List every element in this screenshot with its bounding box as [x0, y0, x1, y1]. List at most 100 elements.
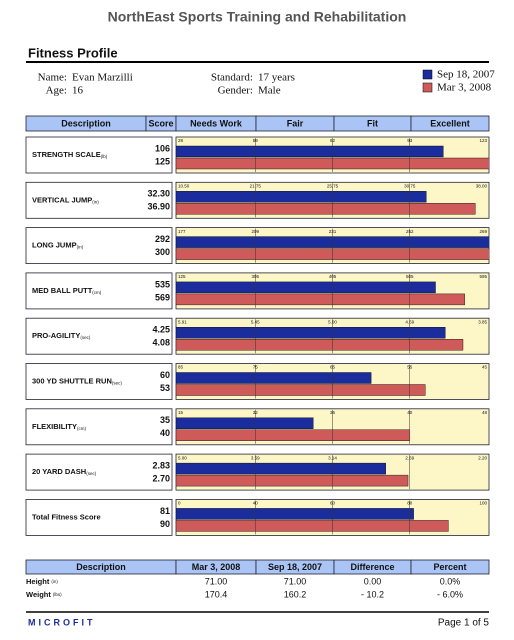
- test-score: 4.25: [152, 325, 170, 335]
- test-label-box: [25, 227, 173, 265]
- test-name: LONG JUMP(in): [32, 241, 84, 250]
- header-text: Fit: [367, 118, 378, 128]
- test-score: 40: [160, 428, 170, 438]
- test-name: PRO-AGILITY(sec): [32, 331, 91, 340]
- test-label-box: [25, 363, 173, 400]
- tick-label: 5.00: [178, 455, 187, 460]
- score-bar: [176, 520, 449, 532]
- tick-label: 36: [330, 410, 336, 415]
- test-score: 106: [155, 143, 170, 153]
- header-text: Score: [148, 118, 173, 128]
- tick-label: 40: [407, 410, 413, 415]
- score-bar: [176, 429, 410, 441]
- test-name-text: 300 YD SHUTTLE RUN: [32, 376, 112, 385]
- score-bar: [176, 248, 489, 260]
- tick-label: 123: [479, 138, 487, 143]
- test-label-box: [25, 136, 173, 174]
- client-standard: 17 years: [258, 72, 295, 84]
- test-score: 535: [155, 279, 170, 289]
- tick-label: 2.20: [478, 455, 487, 460]
- client-age: 16: [72, 85, 84, 97]
- tick-label: 75: [253, 365, 259, 370]
- tick-label: 45: [482, 365, 488, 370]
- test-score: 125: [155, 156, 170, 166]
- test-name-text: LONG JUMP: [32, 241, 77, 250]
- tick-label: 2.69: [405, 455, 414, 460]
- test-unit: (sec): [86, 471, 97, 476]
- test-bars: [176, 281, 465, 306]
- test-unit: (sec): [80, 335, 91, 340]
- test-label-box: [25, 317, 173, 355]
- score-bar: [176, 191, 427, 203]
- tick-label: 5.45: [251, 319, 260, 324]
- header-text: Description: [61, 118, 111, 128]
- tick-label: 25.75: [327, 183, 339, 188]
- tick-label: 269: [479, 229, 487, 234]
- test-name-text: PRO-AGILITY: [32, 331, 80, 340]
- tick-label: 5.91: [178, 319, 187, 324]
- summary-header-text: Percent: [433, 562, 466, 572]
- test-name: VERTICAL JUMP(in): [32, 195, 99, 204]
- tick-label: 21.75: [250, 183, 262, 188]
- score-bar: [176, 236, 489, 248]
- test-score: 2.83: [152, 460, 170, 470]
- score-bar: [176, 145, 444, 158]
- test-score: 53: [160, 383, 170, 393]
- summary-header-text: Mar 3, 2008: [192, 562, 241, 572]
- test-name-text: 20 YARD DASH: [32, 467, 86, 476]
- test-name: Total Fitness Score: [32, 512, 101, 521]
- test-score: 90: [160, 519, 170, 529]
- summary-cell: 71.00: [284, 576, 307, 586]
- tick-label: 38.00: [476, 183, 488, 188]
- company-title: NorthEast Sports Training and Rehabilita…: [108, 9, 407, 25]
- test-score: 35: [160, 415, 170, 425]
- test-bars: [176, 508, 449, 532]
- tick-label: 80: [407, 501, 413, 506]
- test-score: 32.30: [147, 189, 170, 199]
- tick-label: 125: [178, 274, 186, 279]
- tick-label: 231: [329, 229, 337, 234]
- tick-label: 65: [330, 365, 336, 370]
- summary-cell: - 6.0%: [437, 589, 463, 599]
- test-score: 569: [155, 292, 170, 302]
- tick-label: 28: [178, 138, 184, 143]
- age-label: Age:: [46, 85, 67, 97]
- tick-label: 32: [253, 410, 259, 415]
- score-bar: [176, 293, 465, 306]
- summary-cell: - 10.2: [361, 589, 384, 599]
- tick-label: 10.50: [178, 183, 190, 188]
- tick-label: 4.59: [405, 319, 414, 324]
- header-text: Needs Work: [190, 118, 243, 128]
- tick-label: 3.14: [328, 455, 337, 460]
- test-score: 300: [155, 247, 170, 257]
- test-unit: (lb): [101, 154, 108, 159]
- test-name: MED BALL PUTT(cm): [32, 286, 102, 295]
- test-unit: (sec): [112, 381, 123, 386]
- legend-swatch: [422, 69, 433, 80]
- report-title: Fitness Profile: [28, 45, 118, 60]
- test-unit: (cm): [77, 426, 86, 431]
- score-bar: [176, 508, 414, 520]
- test-label-box: [25, 181, 173, 219]
- tick-label: 405: [329, 274, 337, 279]
- tick-label: 5.00: [328, 319, 337, 324]
- test-unit: (in): [77, 245, 84, 250]
- header-text: Fair: [287, 118, 304, 128]
- tick-label: 177: [178, 229, 186, 234]
- test-bars: [176, 327, 464, 351]
- test-name: 300 YD SHUTTLE RUN(sec): [32, 376, 122, 385]
- tick-label: 3.59: [251, 455, 260, 460]
- test-unit: (in): [92, 199, 99, 204]
- test-name: 20 YARD DASH(sec): [32, 467, 97, 476]
- test-score: 60: [160, 370, 170, 380]
- tick-label: 100: [479, 501, 487, 506]
- score-bar: [176, 417, 314, 429]
- score-bar: [176, 327, 446, 339]
- legend-swatch: [422, 82, 433, 93]
- score-bar: [176, 474, 409, 487]
- tick-label: 85: [178, 365, 184, 370]
- summary-row-name: Weight (lbs): [26, 590, 62, 599]
- score-bar: [176, 384, 426, 396]
- tick-label: 3.85: [478, 319, 487, 324]
- summary-row-name: Height (in): [26, 577, 58, 586]
